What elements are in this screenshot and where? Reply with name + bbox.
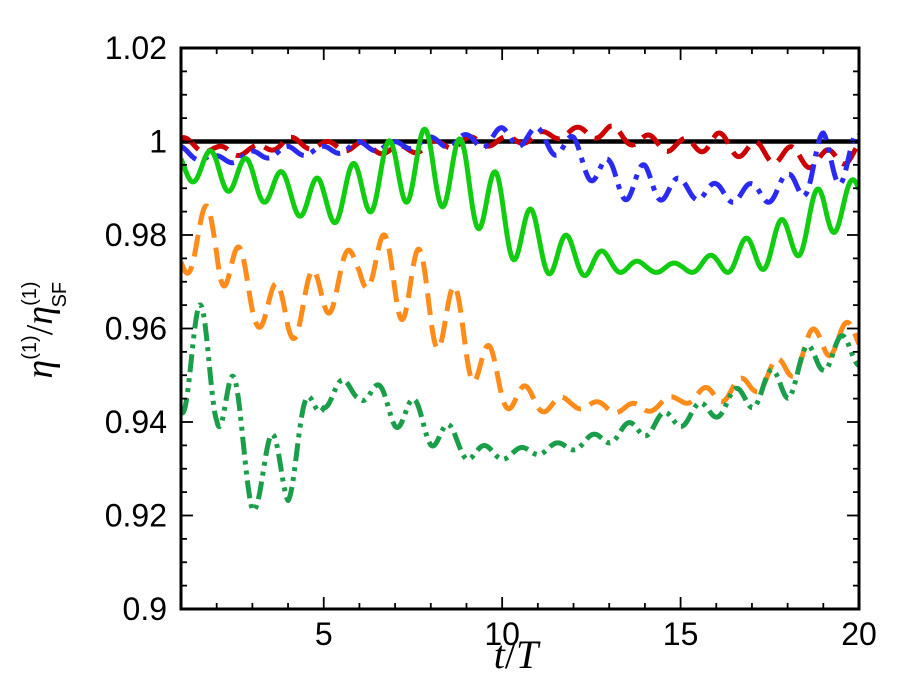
x-axis-title-den: T [516,632,541,677]
svg-text:η(1)/η(1)SF: η(1)/η(1) SF [19,281,71,378]
series-line-1 [181,123,859,171]
y-tick-label-0: 0.9 [123,591,167,627]
plot-frame [179,46,861,611]
y-axis-title: η(1)/η(1) SF [19,281,71,378]
y-tick-label-4: 0.98 [105,217,167,253]
tick-labels: 5 10 15 20 0.9 0.92 0.94 0.96 0.98 1 1.02 [105,30,877,652]
y-axis-title-eta1: η [19,360,61,379]
tick-marks [180,47,860,610]
y-axis-title-eta2: η [19,306,61,325]
y-tick-label-5: 1 [149,124,167,160]
x-tick-label-3: 20 [841,616,877,652]
y-tick-label-2: 0.94 [105,404,167,440]
y-axis-title-sup1: (1) [19,335,41,359]
series-line-5 [181,302,859,514]
x-axis-title-base: t [494,632,506,677]
series-line-2 [181,125,859,205]
y-tick-label-6: 1.02 [105,30,167,66]
x-axis-title: t/T [494,632,541,677]
x-tick-label-0: 5 [315,616,333,652]
x-tick-label-2: 15 [663,616,699,652]
x-axis-title-sep: / [505,632,517,677]
series-line-4 [181,203,859,416]
y-tick-label-3: 0.96 [105,311,167,347]
y-axis-title-slash: / [19,324,61,335]
y-axis-title-sup2: (1) [19,281,41,305]
series-line-3 [181,126,859,279]
y-axis-title-sub: SF [49,282,71,308]
y-tick-label-1: 0.92 [105,498,167,534]
plot-border [179,46,861,611]
series-layer [181,123,859,514]
x-tick-label-1: 10 [484,616,520,652]
